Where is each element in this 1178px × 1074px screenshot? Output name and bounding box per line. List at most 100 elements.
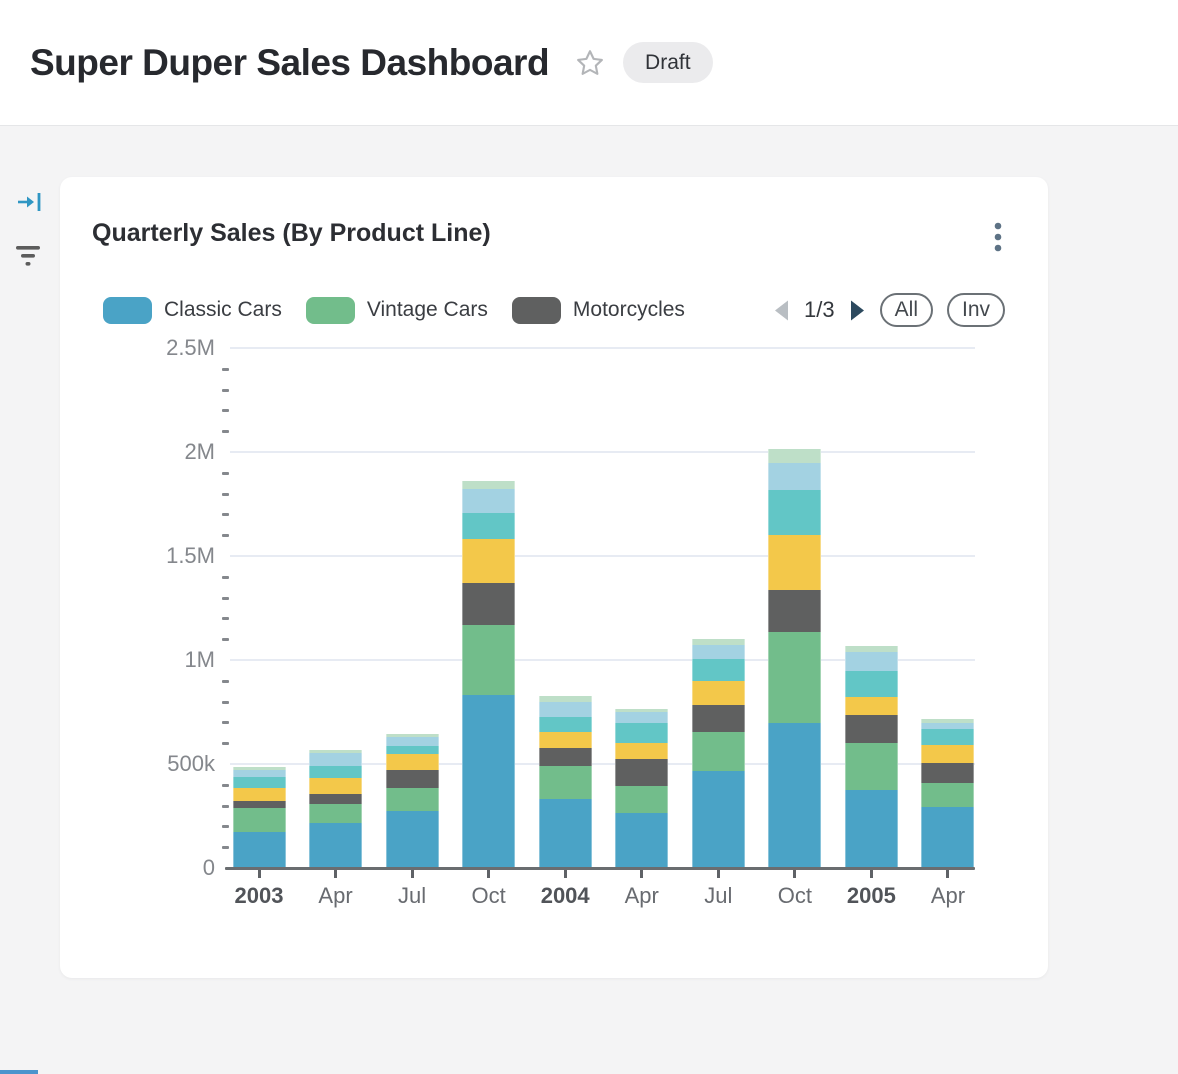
bar-segment[interactable] <box>385 733 439 737</box>
bar-segment[interactable] <box>844 671 898 698</box>
bar-segment[interactable] <box>691 771 745 868</box>
y-axis-minor-tick <box>222 492 229 496</box>
bar-segment[interactable] <box>768 489 822 536</box>
bar-segment[interactable] <box>844 645 898 652</box>
bar-segment[interactable] <box>921 744 975 763</box>
collapse-panel-icon[interactable] <box>15 188 43 221</box>
bar-apr-1[interactable] <box>309 348 363 868</box>
bar-segment[interactable] <box>538 798 592 868</box>
bar-segment[interactable] <box>768 632 822 724</box>
bar-segment[interactable] <box>309 823 363 868</box>
bar-apr-5[interactable] <box>615 348 669 868</box>
bar-segment[interactable] <box>691 681 745 705</box>
bar-jul-6[interactable] <box>691 348 745 868</box>
bar-segment[interactable] <box>615 759 669 787</box>
bar-2005-8[interactable] <box>844 348 898 868</box>
bar-segment[interactable] <box>615 722 669 744</box>
bar-segment[interactable] <box>385 746 439 754</box>
bar-segment[interactable] <box>615 708 669 712</box>
bar-segment[interactable] <box>844 651 898 672</box>
bar-segment[interactable] <box>691 704 745 733</box>
card-header: Quarterly Sales (By Product Line) <box>60 177 1048 262</box>
bar-segment[interactable] <box>921 782 975 808</box>
bar-segment[interactable] <box>462 512 516 539</box>
bar-segment[interactable] <box>538 701 592 718</box>
bar-segment[interactable] <box>538 731 592 748</box>
bar-segment[interactable] <box>921 728 975 745</box>
bar-segment[interactable] <box>844 697 898 715</box>
bar-segment[interactable] <box>921 807 975 868</box>
next-triangle-icon[interactable] <box>849 299 866 322</box>
bar-segment[interactable] <box>462 481 516 490</box>
bar-segment[interactable] <box>385 811 439 868</box>
bar-2004-4[interactable] <box>538 348 592 868</box>
legend-item-vintage-cars[interactable]: Vintage Cars <box>305 296 488 324</box>
bar-segment[interactable] <box>615 711 669 723</box>
bar-segment[interactable] <box>385 787 439 812</box>
bar-segment[interactable] <box>232 832 286 868</box>
bar-segment[interactable] <box>768 589 822 633</box>
bar-jul-2[interactable] <box>385 348 439 868</box>
bar-segment[interactable] <box>921 762 975 783</box>
bottom-scroll-indicator <box>0 1070 38 1074</box>
bar-segment[interactable] <box>462 582 516 625</box>
bar-segment[interactable] <box>921 722 975 729</box>
bar-segment[interactable] <box>538 748 592 767</box>
bar-segment[interactable] <box>615 812 669 868</box>
bar-segment[interactable] <box>462 694 516 868</box>
bar-segment[interactable] <box>691 638 745 646</box>
bar-segment[interactable] <box>232 808 286 833</box>
prev-triangle-icon[interactable] <box>773 299 790 322</box>
bar-segment[interactable] <box>462 489 516 513</box>
bar-segment[interactable] <box>232 777 286 789</box>
bar-oct-3[interactable] <box>462 348 516 868</box>
bar-segment[interactable] <box>538 766 592 799</box>
bar-segment[interactable] <box>691 732 745 772</box>
bar-segment[interactable] <box>615 786 669 813</box>
bar-segment[interactable] <box>385 770 439 788</box>
legend-select-all-button[interactable]: All <box>879 293 933 327</box>
bar-segment[interactable] <box>309 753 363 766</box>
bar-segment[interactable] <box>462 538 516 583</box>
y-axis-minor-tick <box>222 471 229 475</box>
bar-segment[interactable] <box>232 800 286 809</box>
bar-segment[interactable] <box>768 535 822 590</box>
filter-icon[interactable] <box>15 243 41 274</box>
bar-2003-0[interactable] <box>232 348 286 868</box>
bar-segment[interactable] <box>309 765 363 779</box>
bar-segment[interactable] <box>844 790 898 868</box>
legend-item-classic-cars[interactable]: Classic Cars <box>103 296 282 324</box>
legend-label: Classic Cars <box>164 298 282 321</box>
bar-segment[interactable] <box>309 749 363 754</box>
legend-invert-button[interactable]: Inv <box>946 293 1005 327</box>
bar-segment[interactable] <box>309 804 363 824</box>
bar-segment[interactable] <box>615 743 669 760</box>
y-axis-minor-tick <box>222 721 229 725</box>
kebab-menu-icon[interactable] <box>988 219 1008 262</box>
bar-segment[interactable] <box>768 723 822 868</box>
x-axis-label: 2004 <box>540 883 590 908</box>
bar-segment[interactable] <box>462 624 516 695</box>
legend-item-motorcycles[interactable]: Motorcycles <box>511 296 685 324</box>
y-axis-minor-tick <box>222 596 229 600</box>
x-axis-tick <box>869 870 873 878</box>
star-icon[interactable] <box>575 48 605 78</box>
bar-segment[interactable] <box>385 753 439 771</box>
bar-segment[interactable] <box>691 658 745 682</box>
bar-oct-7[interactable] <box>768 348 822 868</box>
bar-segment[interactable] <box>232 769 286 778</box>
bar-segment[interactable] <box>385 736 439 747</box>
bar-segment[interactable] <box>844 714 898 743</box>
bar-segment[interactable] <box>309 778 363 795</box>
bar-apr-9[interactable] <box>921 348 975 868</box>
bar-segment[interactable] <box>768 463 822 490</box>
bar-segment[interactable] <box>309 794 363 805</box>
bar-segment[interactable] <box>232 767 286 770</box>
bar-segment[interactable] <box>232 788 286 801</box>
bar-segment[interactable] <box>538 717 592 732</box>
bar-segment[interactable] <box>538 696 592 702</box>
bar-segment[interactable] <box>921 718 975 723</box>
bar-segment[interactable] <box>691 645 745 659</box>
bar-segment[interactable] <box>844 743 898 790</box>
bar-segment[interactable] <box>768 449 822 464</box>
